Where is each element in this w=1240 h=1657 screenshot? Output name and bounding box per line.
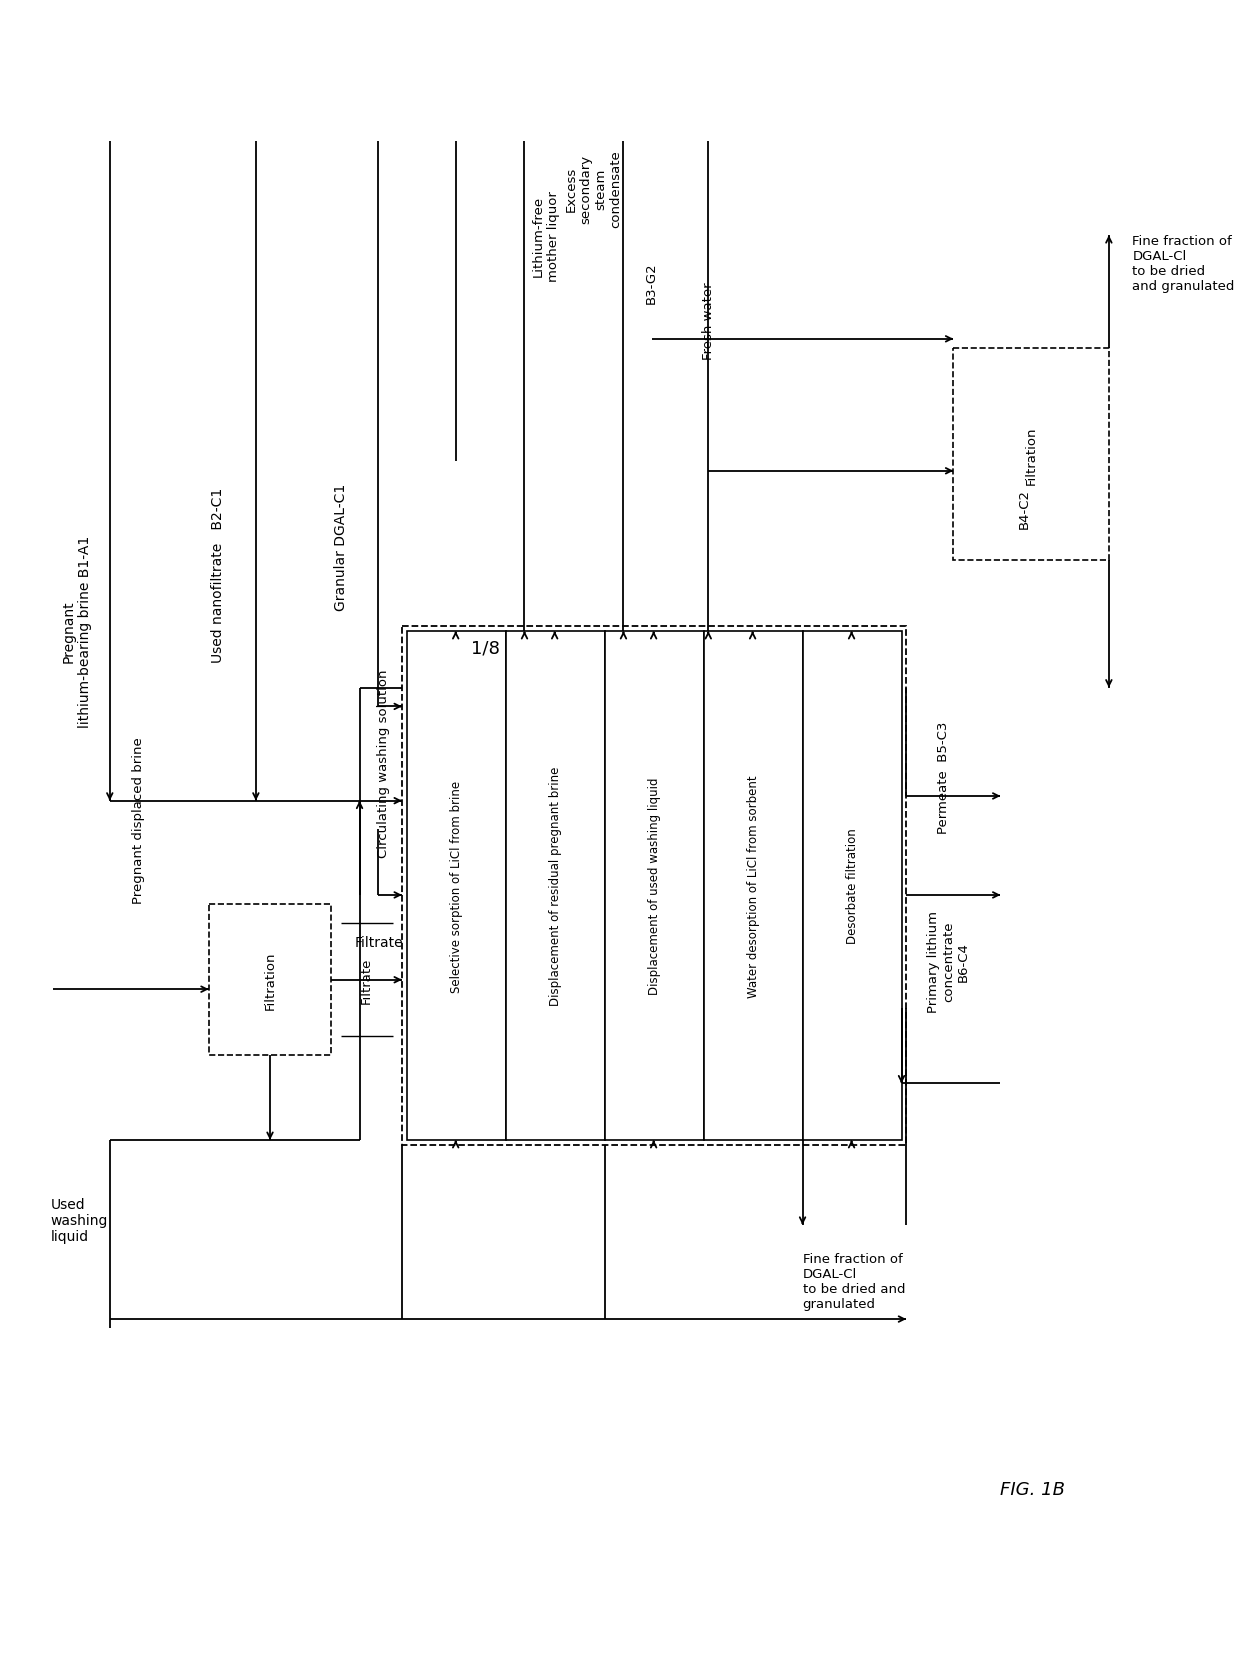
Text: Pregnant displaced brine: Pregnant displaced brine — [131, 737, 145, 903]
Text: Desorbate filtration: Desorbate filtration — [846, 828, 858, 944]
Text: Used nanofiltrate   B2-C1: Used nanofiltrate B2-C1 — [211, 487, 226, 663]
Text: Selective sorption of LiCl from brine: Selective sorption of LiCl from brine — [450, 780, 463, 993]
Text: Fine fraction of
DGAL-Cl
to be dried
and granulated: Fine fraction of DGAL-Cl to be dried and… — [1132, 235, 1235, 293]
Text: Fresh water: Fresh water — [702, 282, 714, 360]
Text: B3-G2: B3-G2 — [645, 262, 658, 303]
Text: Excess
secondary
steam
condensate: Excess secondary steam condensate — [564, 151, 622, 227]
Bar — [208, 905, 331, 1056]
Text: Used
washing
liquid: Used washing liquid — [51, 1196, 108, 1243]
Text: Water desorption of LiCl from sorbent: Water desorption of LiCl from sorbent — [746, 775, 760, 998]
Text: Circulating washing solution: Circulating washing solution — [377, 669, 389, 858]
Text: Pregnant
lithium-bearing brine B1-A1: Pregnant lithium-bearing brine B1-A1 — [62, 535, 92, 727]
Text: Filtration: Filtration — [1024, 426, 1038, 484]
Bar — [402, 626, 906, 1145]
Text: Filtrate: Filtrate — [360, 958, 373, 1004]
Bar — [506, 631, 605, 1140]
Bar — [605, 631, 703, 1140]
Text: Filtration: Filtration — [264, 951, 277, 1009]
Text: B4-C2: B4-C2 — [1018, 489, 1030, 529]
Text: Lithium-free
mother liquor: Lithium-free mother liquor — [532, 191, 560, 282]
Text: Primary lithium
concentrate
B6-C4: Primary lithium concentrate B6-C4 — [928, 910, 970, 1012]
Bar — [703, 631, 802, 1140]
Text: Fine fraction of
DGAL-Cl
to be dried and
granulated: Fine fraction of DGAL-Cl to be dried and… — [802, 1253, 905, 1311]
Text: 1/8: 1/8 — [471, 640, 500, 658]
Text: FIG. 1B: FIG. 1B — [1001, 1480, 1065, 1498]
Bar — [954, 350, 1109, 562]
Text: Filtrate: Filtrate — [355, 936, 403, 949]
Bar — [802, 631, 901, 1140]
Text: Displacement of residual pregnant brine: Displacement of residual pregnant brine — [548, 766, 562, 1006]
Text: Permeate  B5-C3: Permeate B5-C3 — [937, 721, 950, 833]
Text: Displacement of used washing liquid: Displacement of used washing liquid — [647, 777, 661, 994]
Bar — [407, 631, 506, 1140]
Text: Granular DGAL-C1: Granular DGAL-C1 — [334, 484, 347, 610]
